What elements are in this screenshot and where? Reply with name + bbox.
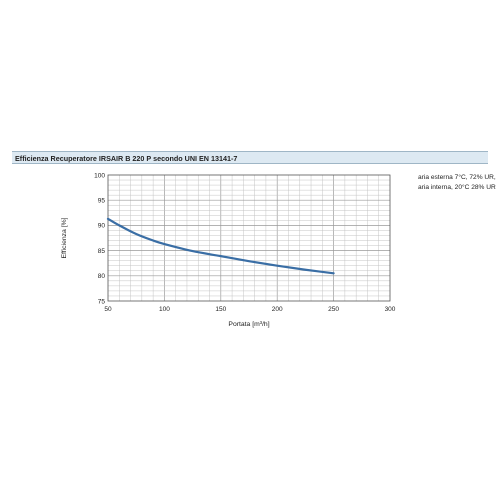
series-group <box>106 217 335 275</box>
y-tick-label: 80 <box>98 273 106 280</box>
series-line <box>106 217 335 275</box>
y-tick-label: 75 <box>98 298 106 305</box>
x-tick-label: 100 <box>159 306 170 313</box>
x-tick-label: 200 <box>272 306 283 313</box>
x-tick-label: 50 <box>104 306 112 313</box>
plot-frame <box>107 174 391 302</box>
conditions-note: aria esterna 7°C, 72% UR, aria interna, … <box>418 174 496 191</box>
grid <box>108 175 390 301</box>
y-tick-label: 95 <box>98 198 106 205</box>
chart-title: Efficienza Recuperatore IRSAIR B 220 P s… <box>12 151 488 164</box>
y-tick-label: 100 <box>94 172 105 179</box>
y-tick-label: 85 <box>98 248 106 255</box>
x-tick-label: 250 <box>328 306 339 313</box>
x-tick-label: 150 <box>215 306 226 313</box>
y-axis-label: Efficienza [%] <box>61 217 68 258</box>
y-ticks: 75 80 85 90 95 100 <box>94 172 105 305</box>
x-tick-label: 300 <box>385 306 396 313</box>
x-ticks: 50 100 150 200 250 300 <box>104 306 395 313</box>
x-axis-label: Portata [m³/h] <box>228 321 269 328</box>
y-tick-label: 90 <box>98 223 106 230</box>
